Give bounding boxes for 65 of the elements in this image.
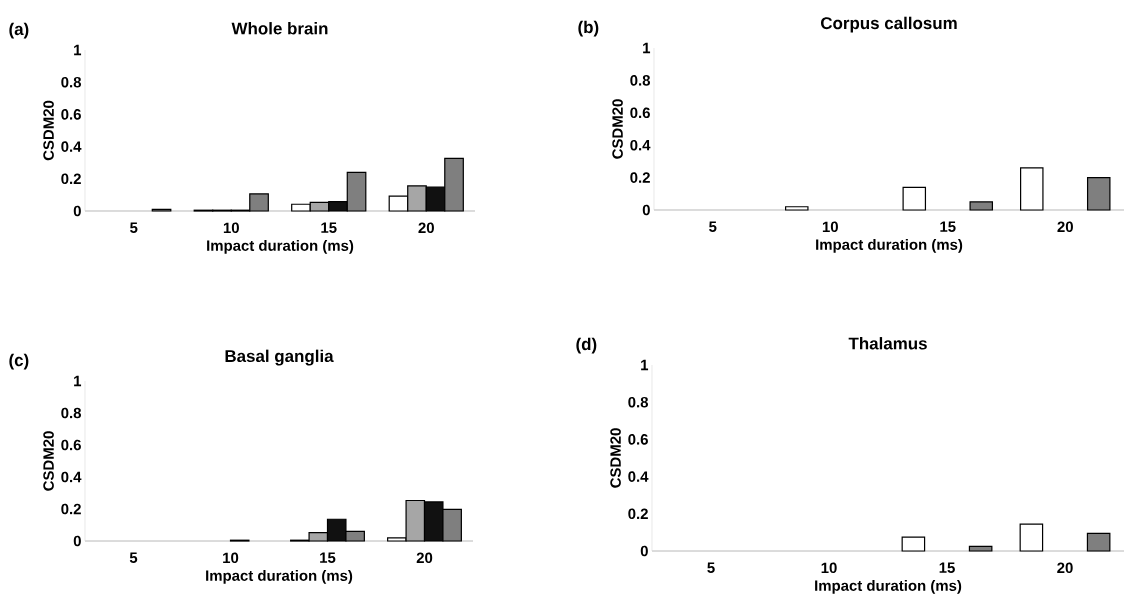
x-tick-label: 10 [223, 552, 239, 564]
chart-title: Basal ganglia [225, 349, 334, 366]
y-tick-label: 0.6 [61, 439, 81, 451]
y-tick-label: 0.8 [61, 76, 82, 88]
x-tick-label: 20 [416, 552, 433, 564]
y-tick-label: 0 [73, 205, 81, 217]
y-tick-label: 0.8 [61, 407, 82, 419]
y-tick-label: 0.4 [61, 141, 82, 152]
x-tick-label: 15 [320, 552, 336, 563]
text: (d) [576, 337, 597, 354]
x-tick-label: 10 [822, 221, 838, 233]
x-tick-label: 15 [939, 562, 955, 573]
x-tick-label: 5 [709, 221, 717, 232]
x-tick-label: 5 [129, 552, 138, 563]
x-tick-label: 20 [418, 222, 434, 234]
bar [1086, 176, 1111, 211]
bar [1020, 167, 1044, 211]
y-tick-label: 1 [74, 44, 82, 56]
bar [901, 536, 926, 552]
y-tick-label: 0.4 [628, 471, 649, 482]
y-tick-label: 0 [642, 204, 650, 216]
y-tick-label: 0.8 [630, 75, 651, 86]
x-axis-title: Impact duration (ms) [815, 579, 962, 594]
chart-title: Corpus callosum [820, 16, 957, 33]
y-tick-label: 0.2 [61, 503, 81, 515]
y-tick-label: 1 [641, 359, 649, 371]
y-tick-label: 0.4 [630, 139, 651, 151]
x-tick-label: 5 [707, 562, 715, 573]
chart-title: Whole brain [231, 22, 328, 35]
x-axis-title: Impact duration (ms) [206, 569, 353, 584]
y-tick-label: 0.2 [61, 173, 81, 185]
y-tick-label: 1 [74, 375, 82, 387]
bar [968, 545, 993, 552]
y-tick-label: 0.2 [628, 508, 648, 520]
y-axis-title: CSDM20 [43, 100, 54, 161]
y-tick-label: 0 [640, 545, 648, 557]
y-axis-title: CSDM20 [610, 428, 621, 488]
y-tick-label: 0.6 [630, 107, 650, 119]
y-tick-label: 0 [73, 535, 81, 547]
bar [902, 186, 927, 211]
x-tick-label: 10 [223, 222, 239, 234]
y-tick-label: 0.2 [630, 172, 650, 183]
x-tick-label: 5 [130, 222, 138, 233]
x-tick-label: 20 [1057, 221, 1073, 233]
text: (a) [9, 22, 29, 39]
bar [1019, 523, 1044, 552]
y-axis-title: CSDM20 [43, 431, 54, 491]
x-tick-label: 20 [1057, 562, 1073, 574]
text: (c) [9, 353, 29, 370]
bar [785, 206, 809, 211]
y-tick-label: 0.4 [61, 471, 82, 483]
x-axis-title: Impact duration (ms) [207, 239, 354, 254]
y-tick-label: 1 [643, 42, 651, 54]
x-tick-label: 15 [940, 221, 956, 232]
x-axis-title: Impact duration (ms) [816, 238, 963, 253]
text: (b) [578, 20, 599, 37]
x-tick-label: 10 [821, 562, 837, 574]
chart-title: Thalamus [848, 337, 927, 350]
bar [969, 201, 994, 211]
y-tick-label: 0.6 [61, 109, 81, 120]
y-tick-label: 0.6 [628, 434, 648, 445]
y-tick-label: 0.8 [628, 396, 649, 408]
bar [1086, 532, 1111, 552]
x-tick-label: 15 [321, 222, 337, 233]
y-axis-title: CSDM20 [612, 99, 623, 159]
